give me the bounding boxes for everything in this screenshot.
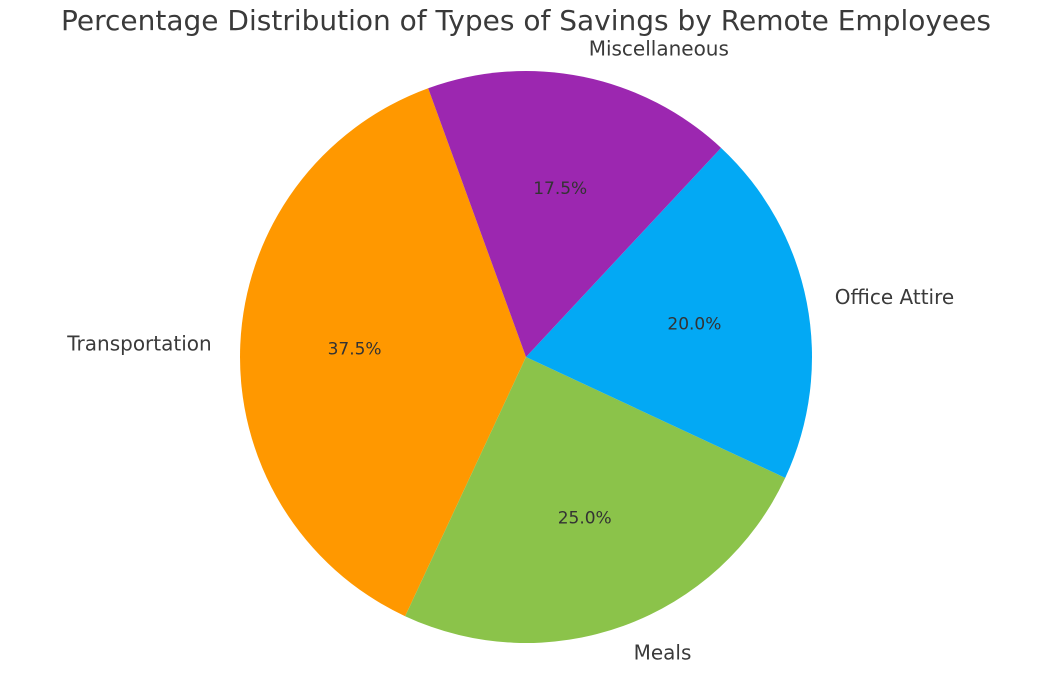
chart-title: Percentage Distribution of Types of Savi… bbox=[61, 4, 991, 37]
slice-office-attire bbox=[526, 147, 812, 478]
slice-label-transportation: Transportation bbox=[66, 331, 211, 355]
pct-label-transportation: 37.5% bbox=[328, 340, 382, 360]
pct-label-office-attire: 20.0% bbox=[667, 314, 721, 334]
pie-slices bbox=[240, 71, 812, 643]
slice-meals bbox=[405, 357, 786, 643]
pie-labels: 37.5% Transportation 25.0% Meals 20.0% Office… bbox=[66, 37, 954, 665]
slice-transportation bbox=[240, 88, 527, 617]
pct-label-meals: 25.0% bbox=[558, 508, 612, 528]
slice-label-miscellaneous: Miscellaneous bbox=[589, 37, 729, 61]
slice-label-office-attire: Office Attire bbox=[835, 285, 954, 309]
slice-label-meals: Meals bbox=[634, 641, 692, 665]
pct-label-miscellaneous: 17.5% bbox=[533, 179, 587, 199]
slice-miscellaneous bbox=[428, 71, 722, 357]
